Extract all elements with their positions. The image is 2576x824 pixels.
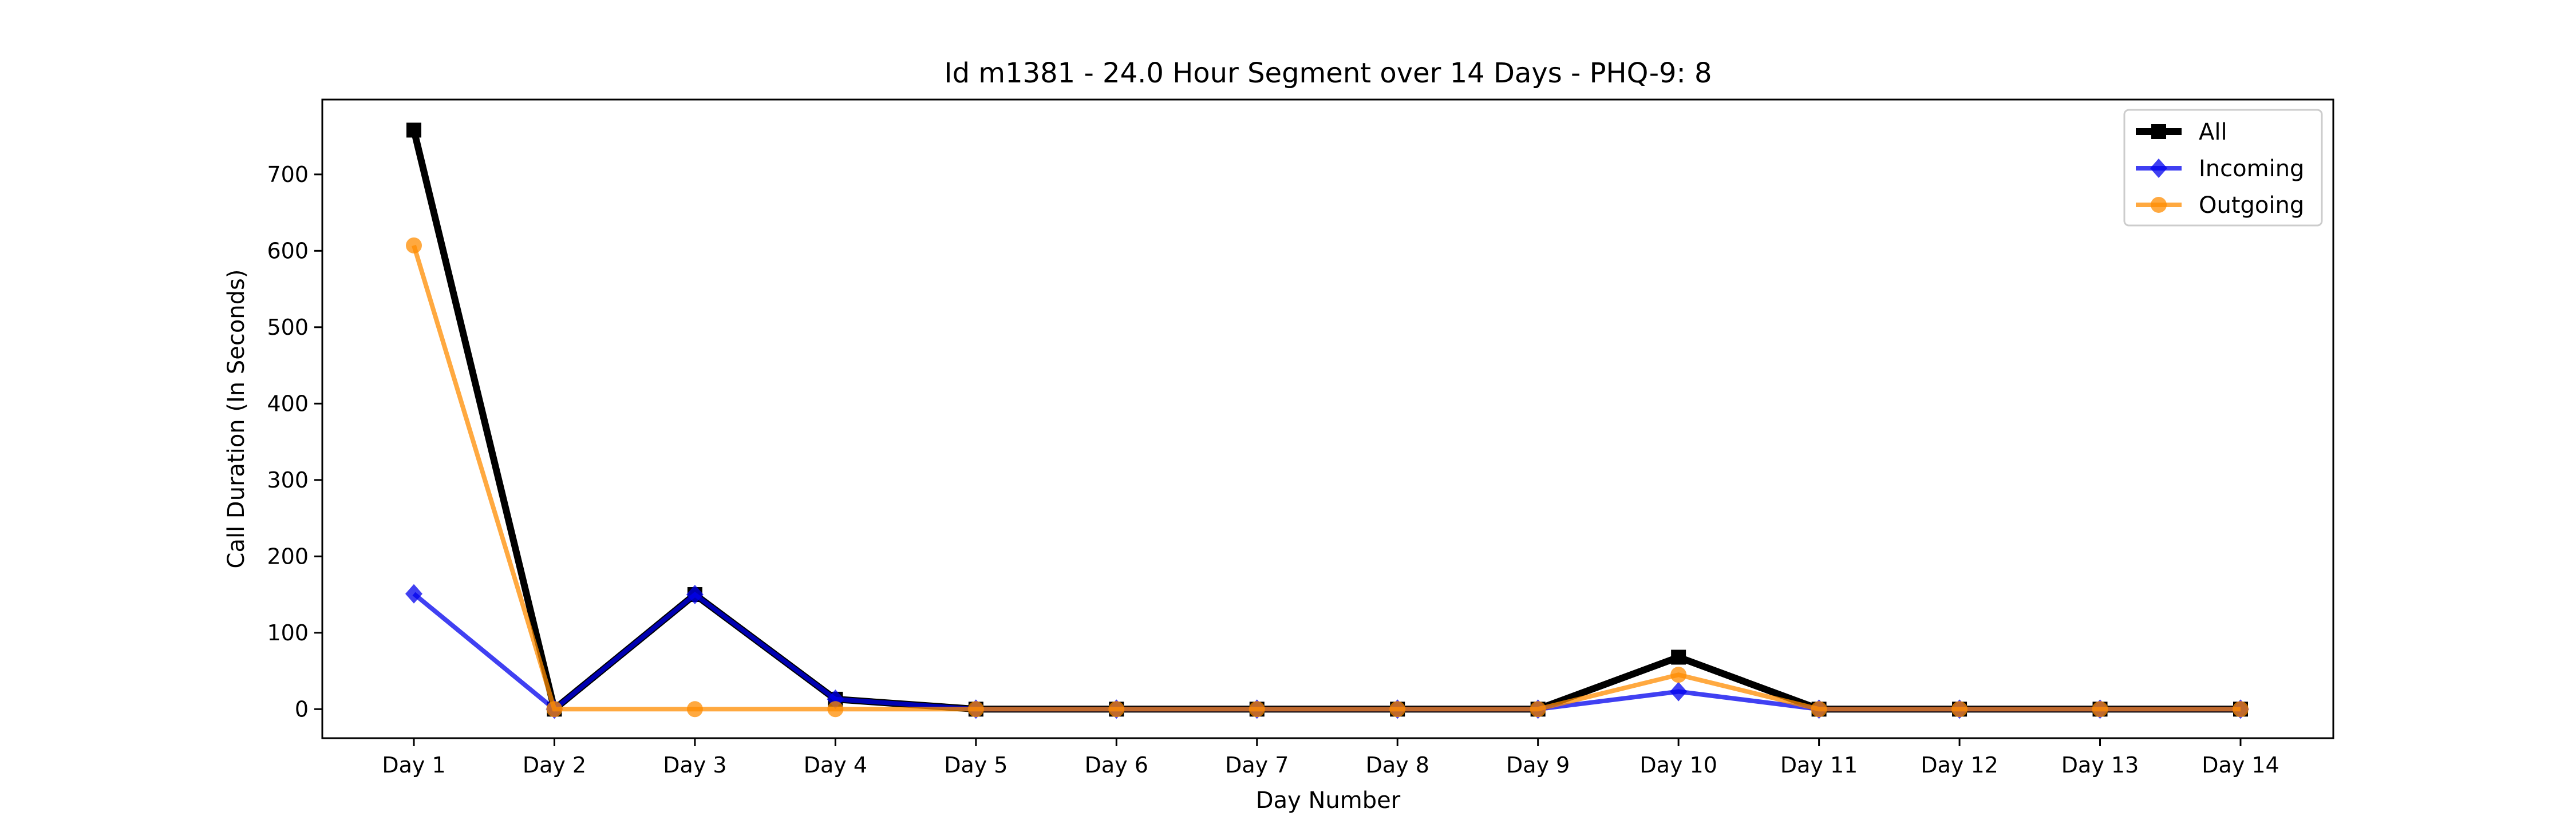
data-point-outgoing [2092, 701, 2108, 718]
y-tick-label: 100 [267, 620, 309, 645]
x-tick-label: Day 1 [382, 752, 445, 778]
x-tick-label: Day 9 [1506, 752, 1570, 778]
x-tick-label: Day 10 [1639, 752, 1717, 778]
x-tick-label: Day 14 [2202, 752, 2279, 778]
chart-title: Id m1381 - 24.0 Hour Segment over 14 Day… [944, 57, 1712, 89]
legend-marker-outgoing [2151, 197, 2167, 213]
data-point-outgoing [967, 701, 984, 718]
legend-label-outgoing: Outgoing [2199, 192, 2304, 219]
data-point-all [1671, 649, 1686, 665]
y-axis: 0 100 200 300 400 500 600 700 [267, 162, 322, 722]
data-point-all [406, 122, 421, 138]
data-point-incoming [686, 585, 704, 605]
legend-label-all: All [2199, 119, 2227, 145]
data-point-outgoing [1670, 667, 1687, 683]
x-axis: Day 1 Day 2 Day 3 Day 4 Day 5 Day 6 Day 7 Day 8… [382, 738, 2279, 778]
data-point-outgoing [686, 701, 703, 718]
data-point-incoming [1670, 682, 1688, 702]
data-point-outgoing [827, 701, 844, 718]
legend-marker-incoming [2150, 159, 2167, 178]
series-line-outgoing [412, 244, 2241, 712]
series-layer [405, 122, 2249, 719]
x-tick-label: Day 7 [1225, 752, 1289, 778]
data-point-outgoing [1108, 701, 1125, 718]
data-point-outgoing [1389, 701, 1406, 718]
x-tick-label: Day 13 [2061, 752, 2139, 778]
legend-box [2123, 109, 2323, 227]
y-tick-label: 500 [267, 315, 309, 340]
x-tick-label: Day 8 [1366, 752, 1429, 778]
data-point-incoming [405, 584, 422, 604]
legend-label-incoming: Incoming [2199, 156, 2304, 182]
data-point-outgoing [1249, 701, 1265, 718]
legend-marker-all [2151, 124, 2166, 139]
x-tick-label: Day 11 [1780, 752, 1858, 778]
data-point-outgoing [1530, 701, 1546, 718]
x-axis-label: Day Number [1256, 787, 1401, 814]
legend: All Incoming Outgoing [2123, 109, 2323, 227]
y-tick-label: 700 [267, 162, 309, 187]
x-tick-label: Day 12 [1921, 752, 1998, 778]
data-point-outgoing [1951, 701, 1968, 718]
y-tick-label: 400 [267, 391, 309, 416]
data-point-outgoing [406, 237, 422, 253]
x-tick-label: Day 2 [523, 752, 586, 778]
x-tick-label: Day 3 [663, 752, 726, 778]
x-tick-label: Day 5 [944, 752, 1008, 778]
x-tick-label: Day 6 [1085, 752, 1148, 778]
data-point-outgoing [546, 701, 563, 718]
data-point-outgoing [1811, 701, 1827, 718]
x-tick-label: Day 4 [804, 752, 867, 778]
y-tick-label: 0 [295, 696, 309, 722]
y-tick-label: 300 [267, 468, 309, 493]
plot-area-frame [321, 98, 2334, 739]
data-point-outgoing [2233, 701, 2249, 718]
y-axis-label: Call Duration (In Seconds) [223, 270, 250, 569]
y-tick-label: 600 [267, 238, 309, 263]
y-tick-label: 200 [267, 544, 309, 569]
series-outgoing [406, 237, 2249, 718]
